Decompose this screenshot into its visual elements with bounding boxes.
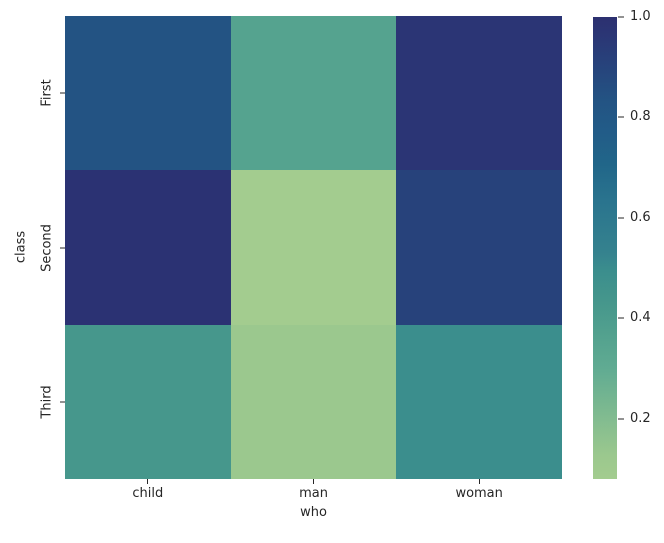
y-tick-label-Second: Second [39,223,55,272]
y-tick-mark-Second [60,247,65,248]
heatmap-cell-First-child [65,16,231,171]
y-tick-mark-First [60,92,65,94]
y-tick-label-Third: Third [39,385,55,419]
heatmap-cell-Second-woman [396,170,562,325]
heatmap-plot-area [65,16,562,479]
heatmap-cell-Third-child [65,324,231,479]
colorbar-ticks: 1.0 0.8 0.6 0.4 0.2 [617,9,664,479]
colorbar-tick-label-0.4: 0.4 [630,310,651,326]
x-tick-mark-child [65,479,231,484]
colorbar-tick-label-0.6: 0.6 [630,209,651,225]
colorbar-tick-mark-1.0 [618,16,624,18]
x-axis-label: who [300,505,327,520]
heatmap-cell-First-man [230,16,397,171]
colorbar [593,17,617,479]
colorbar-tick-mark-0.6 [618,217,624,219]
y-tick-mark-Third [60,401,65,403]
heatmap-cell-First-woman [396,16,562,171]
y-axis-label: class [13,230,29,264]
x-axis-tick-labels: child man woman [65,486,562,502]
heatmap-cell-Second-child [65,170,231,325]
colorbar-tick-mark-0.2 [618,418,624,420]
colorbar-tick-label-0.2: 0.2 [630,410,651,426]
x-axis-tick-marks [65,479,562,484]
x-tick-mark-woman [396,479,562,484]
colorbar-tick-label-0.8: 0.8 [630,109,651,125]
colorbar-tick-label-1.0: 1.0 [630,9,651,24]
x-tick-label-child: child [132,486,164,501]
x-tick-label-man: man [299,486,328,501]
heatmap-cell-Second-man [230,170,397,325]
colorbar-tick-mark-0.4 [618,317,624,319]
colorbar-tick-mark-0.8 [618,116,624,118]
x-tick-mark-man [231,479,397,484]
x-tick-label-woman: woman [455,486,503,501]
heatmap-cell-Third-man [230,324,397,479]
heatmap-cell-Third-woman [396,324,562,479]
y-tick-label-First: First [39,79,55,107]
